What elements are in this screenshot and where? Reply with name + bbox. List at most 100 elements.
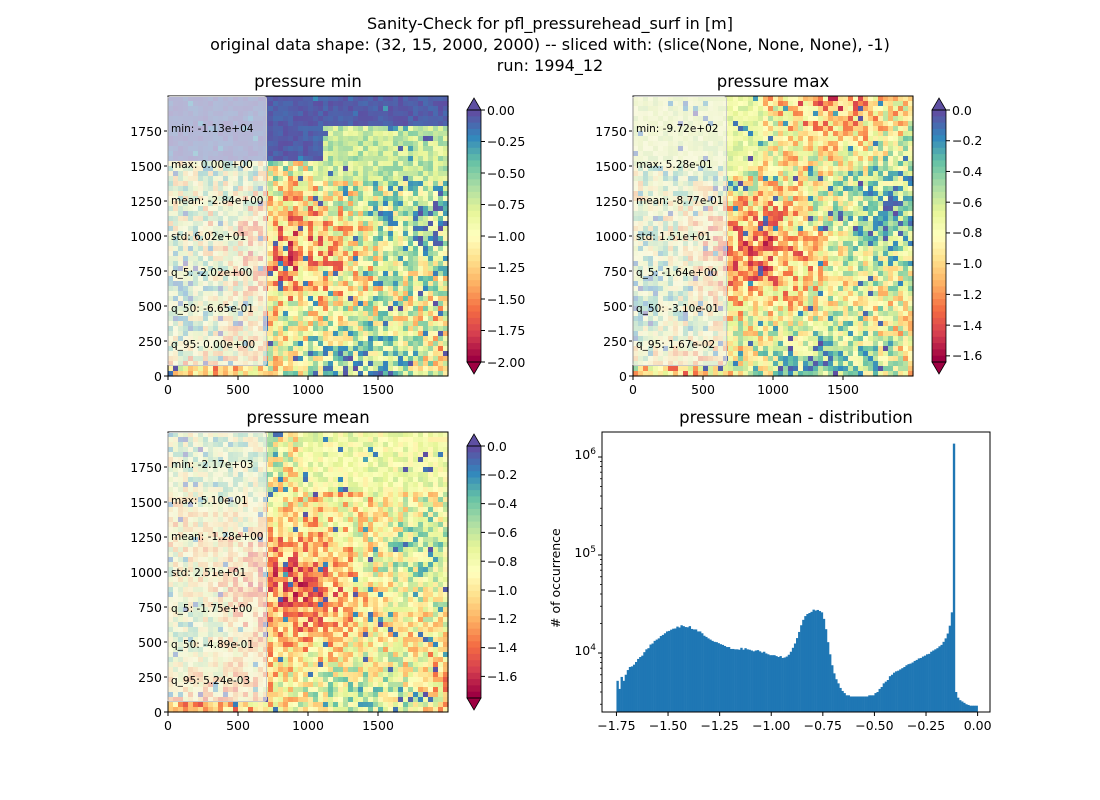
heatmap-cell (403, 261, 409, 267)
heatmap-cell (838, 221, 844, 227)
heatmap-cell (383, 306, 389, 312)
heatmap-cell (818, 156, 824, 162)
heatmap-cell (828, 121, 834, 127)
heatmap-cell (883, 216, 889, 222)
heatmap-cell (433, 256, 439, 262)
heatmap-cell (778, 251, 784, 257)
heatmap-cell (798, 106, 804, 112)
heatmap-cell (368, 106, 374, 112)
heatmap-cell (388, 226, 394, 232)
heatmap-cell (283, 331, 289, 337)
heatmap-cell (288, 241, 294, 247)
heatmap-cell (413, 346, 419, 352)
heatmap-cell (273, 336, 279, 342)
heatmap-cell (283, 361, 289, 367)
heatmap-cell (288, 186, 294, 192)
heatmap-cell (293, 316, 299, 322)
heatmap-cell (733, 101, 739, 107)
heatmap-cell (298, 171, 304, 177)
heatmap-cell (728, 241, 734, 247)
heatmap-cell (288, 181, 294, 187)
heatmap-cell (393, 171, 399, 177)
heatmap-cell (838, 121, 844, 127)
heatmap-cell (748, 131, 754, 137)
heatmap-cell (423, 371, 429, 377)
heatmap-cell (363, 131, 369, 137)
heatmap-cell (373, 186, 379, 192)
heatmap-cell (828, 131, 834, 137)
heatmap-cell (878, 201, 884, 207)
heatmap-cell (303, 191, 309, 197)
panel-title-pressure-min: pressure min (254, 72, 362, 91)
heatmap-cell (348, 196, 354, 202)
heatmap-cell (403, 181, 409, 187)
colorbar-segment (467, 128, 481, 136)
heatmap-cell (353, 121, 359, 127)
heatmap-cell (358, 181, 364, 187)
heatmap-cell (768, 246, 774, 252)
heatmap-cell (303, 366, 309, 372)
heatmap-cell (383, 126, 389, 132)
heatmap-cell (763, 201, 769, 207)
heatmap-cell (788, 176, 794, 182)
heatmap-cell (353, 106, 359, 112)
heatmap-cell (748, 236, 754, 242)
heatmap-cell (288, 121, 294, 127)
heatmap-cell (888, 231, 894, 237)
heatmap-cell (323, 336, 329, 342)
heatmap-cell (283, 126, 289, 132)
heatmap-cell (348, 346, 354, 352)
heatmap-cell (368, 186, 374, 192)
heatmap-cell (883, 231, 889, 237)
heatmap-cell (398, 196, 404, 202)
heatmap-cell (848, 251, 854, 257)
heatmap-cell (393, 101, 399, 107)
heatmap-cell (303, 236, 309, 242)
heatmap-cell (343, 276, 349, 282)
heatmap-cell (808, 116, 814, 122)
heatmap-cell (883, 236, 889, 242)
heatmap-cell (393, 356, 399, 362)
heatmap-cell (788, 126, 794, 132)
heatmap-cell (328, 371, 334, 377)
colorbar-segment (467, 311, 481, 319)
heatmap-cell (343, 211, 349, 217)
heatmap-cell (733, 141, 739, 147)
heatmap-cell (343, 356, 349, 362)
heatmap-cell (753, 136, 759, 142)
heatmap-cell (273, 346, 279, 352)
heatmap-cell (318, 106, 324, 112)
heatmap-cell (828, 106, 834, 112)
heatmap-cell (888, 201, 894, 207)
heatmap-cell (358, 246, 364, 252)
heatmap-cell (273, 106, 279, 112)
heatmap-cell (743, 161, 749, 167)
heatmap-cell (378, 236, 384, 242)
heatmap-cell (403, 176, 409, 182)
heatmap-cell (828, 176, 834, 182)
heatmap-cell (808, 161, 814, 167)
heatmap-cell (823, 216, 829, 222)
heatmap-cell (838, 166, 844, 172)
heatmap-cell (808, 226, 814, 232)
heatmap-cell (323, 321, 329, 327)
heatmap-cell (808, 101, 814, 107)
heatmap-cell (813, 181, 819, 187)
heatmap-cell (323, 281, 329, 287)
heatmap-cell (818, 241, 824, 247)
heatmap-cell (808, 126, 814, 132)
heatmap-cell (363, 336, 369, 342)
heatmap-cell (848, 201, 854, 207)
heatmap-cell (403, 301, 409, 307)
heatmap-cell (778, 236, 784, 242)
heatmap-cell (338, 111, 344, 117)
heatmap-cell (888, 111, 894, 117)
heatmap-cell (278, 101, 284, 107)
heatmap-cell (843, 196, 849, 202)
heatmap-cell (298, 121, 304, 127)
heatmap-cell (423, 351, 429, 357)
heatmap-cell (783, 181, 789, 187)
heatmap-cell (318, 331, 324, 337)
heatmap-cell (323, 341, 329, 347)
heatmap-cell (343, 131, 349, 137)
